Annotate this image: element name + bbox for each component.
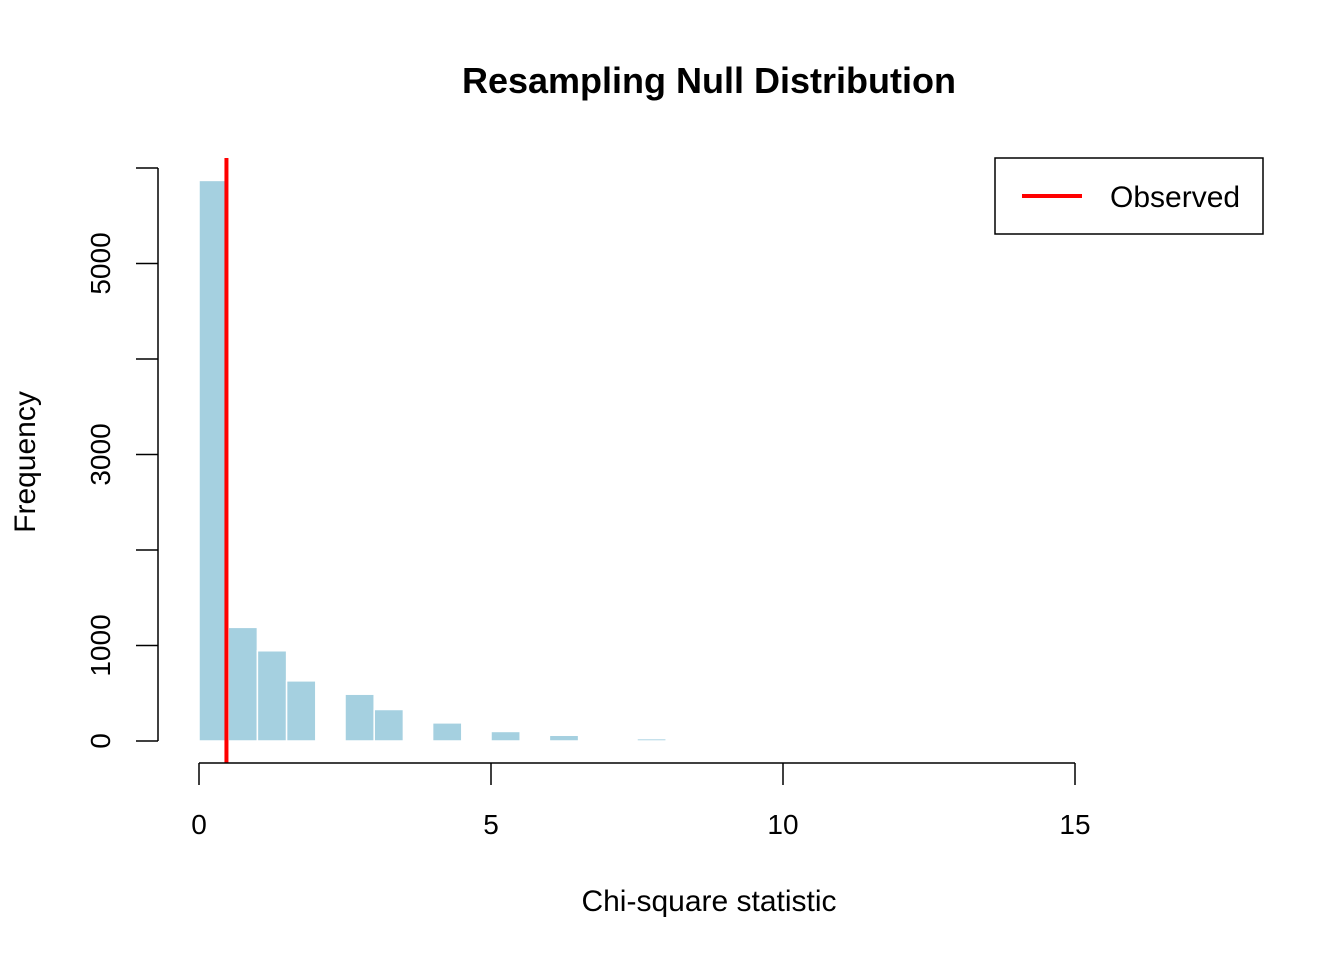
legend: Observed (994, 157, 1264, 235)
x-tick-label: 5 (483, 809, 499, 840)
y-tick-label: 0 (85, 733, 116, 749)
legend-label-observed: Observed (1110, 181, 1240, 214)
histogram-bar (227, 626, 259, 742)
y-axis-label: Frequency (9, 391, 42, 533)
histogram-bar (490, 730, 521, 742)
histogram-bar (344, 693, 375, 742)
x-tick-label: 0 (191, 809, 207, 840)
histogram-bar (431, 722, 463, 742)
chart-title: Resampling Null Distribution (462, 60, 956, 101)
y-tick-label: 3000 (85, 423, 116, 485)
histogram-bar (285, 680, 317, 742)
histogram-bar (548, 734, 580, 742)
histogram-bars (198, 179, 667, 742)
x-tick-label: 10 (767, 809, 798, 840)
histogram-bar (636, 737, 667, 742)
histogram-bar (256, 650, 288, 742)
histogram-bar (198, 179, 229, 742)
histogram-bar (373, 708, 405, 742)
y-axis: 0 1000 3000 5000 (85, 167, 159, 749)
x-axis-label: Chi-square statistic (581, 885, 836, 918)
y-tick-label: 1000 (85, 614, 116, 676)
y-tick-label: 5000 (85, 232, 116, 294)
x-tick-label: 15 (1059, 809, 1090, 840)
x-axis: 0 5 10 15 (191, 762, 1091, 840)
